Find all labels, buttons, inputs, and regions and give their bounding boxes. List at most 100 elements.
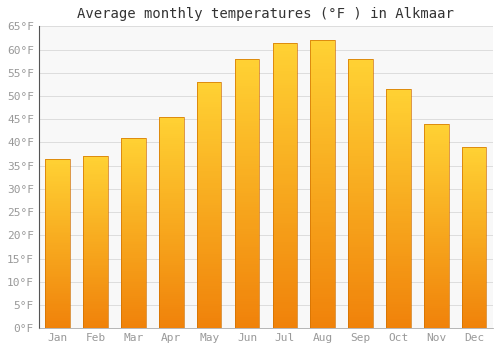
Bar	[310, 55, 335, 57]
Bar	[462, 163, 486, 165]
Bar	[348, 110, 373, 113]
Bar	[462, 238, 486, 239]
Bar	[84, 213, 108, 215]
Bar	[46, 189, 70, 191]
Bar	[121, 298, 146, 300]
Bar	[310, 245, 335, 247]
Bar	[197, 139, 222, 141]
Bar	[386, 177, 410, 180]
Bar	[424, 214, 448, 216]
Bar	[310, 57, 335, 60]
Bar	[310, 302, 335, 305]
Bar	[272, 100, 297, 103]
Bar	[197, 250, 222, 252]
Bar	[121, 183, 146, 186]
Bar	[84, 186, 108, 187]
Bar	[234, 264, 260, 266]
Bar	[310, 115, 335, 118]
Bar	[84, 179, 108, 180]
Bar	[159, 117, 184, 328]
Bar	[159, 157, 184, 159]
Bar	[159, 189, 184, 191]
Bar	[272, 308, 297, 311]
Bar	[121, 252, 146, 254]
Bar	[197, 318, 222, 321]
Bar	[46, 159, 70, 160]
Bar	[121, 182, 146, 183]
Bar	[234, 218, 260, 220]
Bar	[462, 160, 486, 162]
Bar	[424, 275, 448, 277]
Bar	[159, 239, 184, 241]
Bar	[46, 176, 70, 177]
Bar	[386, 130, 410, 132]
Bar	[84, 327, 108, 328]
Bar	[348, 140, 373, 142]
Bar	[310, 210, 335, 213]
Bar	[310, 271, 335, 273]
Bar	[386, 283, 410, 285]
Bar	[462, 201, 486, 203]
Bar	[272, 240, 297, 243]
Bar	[234, 126, 260, 129]
Bar	[386, 235, 410, 237]
Bar	[84, 175, 108, 177]
Bar	[46, 245, 70, 247]
Bar	[272, 300, 297, 302]
Bar	[424, 138, 448, 140]
Bar	[272, 137, 297, 140]
Bar	[272, 48, 297, 51]
Bar	[121, 225, 146, 227]
Bar	[310, 213, 335, 216]
Bar	[272, 228, 297, 231]
Bar	[159, 140, 184, 142]
Bar	[272, 302, 297, 305]
Bar	[234, 78, 260, 80]
Bar	[310, 106, 335, 109]
Bar	[348, 191, 373, 194]
Bar	[84, 223, 108, 225]
Bar	[424, 171, 448, 173]
Bar	[348, 118, 373, 121]
Bar	[462, 173, 486, 174]
Bar	[84, 198, 108, 199]
Bar	[84, 318, 108, 320]
Bar	[84, 265, 108, 266]
Bar	[386, 149, 410, 151]
Bar	[121, 191, 146, 193]
Bar	[386, 173, 410, 175]
Bar	[46, 167, 70, 169]
Bar	[348, 107, 373, 110]
Bar	[386, 214, 410, 216]
Bar	[310, 282, 335, 285]
Bar	[310, 135, 335, 138]
Bar	[234, 202, 260, 204]
Bar	[121, 281, 146, 282]
Bar	[310, 144, 335, 147]
Bar	[46, 228, 70, 230]
Bar	[121, 210, 146, 212]
Bar	[462, 324, 486, 327]
Bar	[46, 208, 70, 210]
Bar	[159, 244, 184, 246]
Bar	[234, 307, 260, 309]
Bar	[84, 253, 108, 254]
Bar	[159, 148, 184, 150]
Bar	[310, 207, 335, 210]
Bar	[310, 259, 335, 262]
Bar	[234, 62, 260, 64]
Bar	[310, 60, 335, 63]
Bar	[159, 130, 184, 132]
Bar	[310, 147, 335, 150]
Bar	[121, 311, 146, 313]
Bar	[272, 180, 297, 182]
Bar	[84, 302, 108, 304]
Bar	[310, 124, 335, 127]
Bar	[234, 132, 260, 134]
Bar	[197, 274, 222, 276]
Bar	[424, 244, 448, 246]
Bar	[462, 218, 486, 219]
Bar	[310, 242, 335, 245]
Bar	[84, 247, 108, 249]
Bar	[386, 118, 410, 120]
